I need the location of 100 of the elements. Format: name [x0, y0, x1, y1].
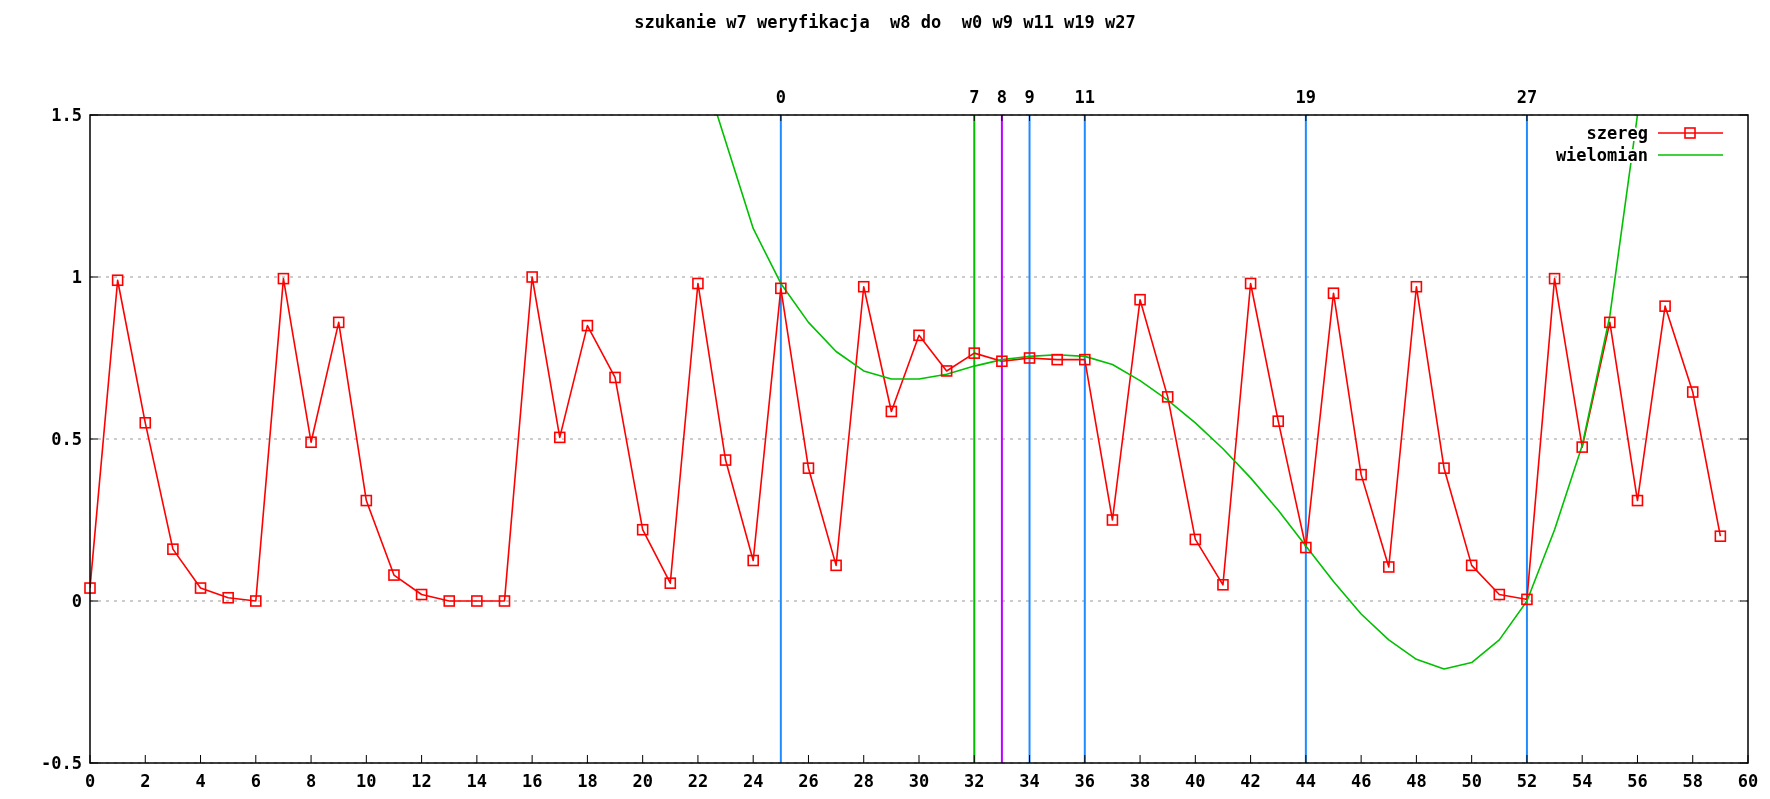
point: [885, 405, 898, 418]
y-tick-label: 0: [71, 591, 82, 611]
x2-tick-label: 7: [969, 87, 980, 107]
x-tick-label: 10: [356, 771, 377, 791]
point: [1382, 561, 1395, 573]
point: [1189, 533, 1202, 546]
point: [1244, 277, 1257, 290]
x2-tick-label: 0: [775, 87, 786, 107]
point: [1079, 353, 1091, 366]
point: [1604, 316, 1616, 329]
x-tick-label: 48: [1406, 771, 1427, 791]
point: [250, 595, 262, 607]
point: [968, 347, 981, 359]
point: [581, 319, 594, 332]
point: [1410, 280, 1423, 293]
x-tick-label: 52: [1516, 771, 1538, 791]
point: [1548, 272, 1561, 285]
x-tick-label: 58: [1682, 771, 1703, 791]
point: [194, 582, 207, 594]
x2-tick-label: 11: [1074, 87, 1096, 107]
x-tick-label: 34: [1019, 771, 1040, 791]
point: [996, 355, 1008, 368]
x-tick-label: 56: [1627, 771, 1648, 791]
x-tick-label: 22: [687, 771, 709, 791]
point: [913, 329, 925, 342]
point: [1521, 593, 1533, 606]
point: [1327, 287, 1340, 299]
point: [553, 431, 566, 444]
chart-title: szukanie w7 weryfikacja w8 do w0 w9 w11 w19 w27: [634, 12, 1136, 32]
point: [222, 591, 234, 604]
x-tick-label: 40: [1185, 771, 1206, 791]
x-tick-label: 44: [1295, 771, 1317, 791]
x-tick-label: 6: [250, 771, 261, 791]
point: [526, 271, 538, 283]
point: [719, 454, 732, 466]
x-tick-label: 26: [798, 771, 819, 791]
point: [1051, 353, 1063, 366]
x-tick-label: 54: [1571, 771, 1593, 791]
point: [692, 277, 704, 290]
x-tick-label: 32: [964, 771, 985, 791]
point: [940, 365, 953, 377]
point: [664, 577, 677, 589]
x-tick-label: 36: [1074, 771, 1096, 791]
y-tick-label: 0.5: [51, 429, 82, 449]
x2-tick-label: 8: [996, 87, 1008, 107]
x2-tick-label: 27: [1516, 87, 1538, 107]
x-tick-label: 30: [908, 771, 930, 791]
point: [388, 569, 400, 581]
y-tick-label: 1.5: [51, 105, 82, 125]
point: [1134, 293, 1146, 306]
point: [111, 274, 124, 287]
point: [415, 588, 428, 601]
point: [1438, 462, 1450, 474]
x-tick-label: 24: [742, 771, 764, 791]
point: [167, 543, 179, 555]
point: [1161, 391, 1174, 403]
y-tick-label: -0.5: [41, 753, 82, 773]
point: [1300, 541, 1312, 554]
x-tick-label: 16: [521, 771, 543, 791]
point: [1272, 415, 1285, 427]
x-tick-label: 18: [577, 771, 598, 791]
point: [277, 272, 290, 285]
point: [443, 595, 456, 607]
point: [1493, 588, 1506, 601]
point: [1217, 579, 1229, 591]
x2-tick-label: 9: [1024, 87, 1035, 107]
point: [471, 595, 483, 607]
x-tick-label: 42: [1240, 771, 1261, 791]
point: [802, 462, 815, 474]
point: [305, 436, 317, 449]
point: [1023, 352, 1036, 364]
point: [775, 282, 787, 295]
point: [1576, 441, 1588, 453]
point: [857, 280, 870, 293]
x-tick-label: 8: [305, 771, 317, 791]
point: [1659, 300, 1671, 312]
point: [1686, 386, 1699, 398]
x-tick-label: 14: [466, 771, 488, 791]
x-tick-label: 38: [1129, 771, 1151, 791]
point: [1465, 559, 1478, 572]
x-tick-label: 20: [632, 771, 653, 791]
x-tick-label: 60: [1737, 771, 1759, 791]
point: [84, 582, 96, 594]
x-tick-label: 28: [853, 771, 874, 791]
point: [609, 371, 621, 384]
point: [747, 554, 759, 567]
point: [1631, 494, 1644, 507]
x-tick-label: 46: [1350, 771, 1372, 791]
point: [498, 595, 511, 607]
x-tick-label: 50: [1461, 771, 1482, 791]
y-tick-label: 1: [71, 267, 82, 287]
x-tick-label: 2: [140, 771, 151, 791]
point: [360, 494, 373, 507]
x2-tick-label: 19: [1295, 87, 1317, 107]
x-tick-label: 4: [195, 771, 206, 791]
point: [1355, 468, 1367, 481]
point: [1106, 514, 1119, 526]
point: [636, 523, 649, 536]
x-tick-label: 0: [84, 771, 96, 791]
point: [1714, 530, 1727, 542]
